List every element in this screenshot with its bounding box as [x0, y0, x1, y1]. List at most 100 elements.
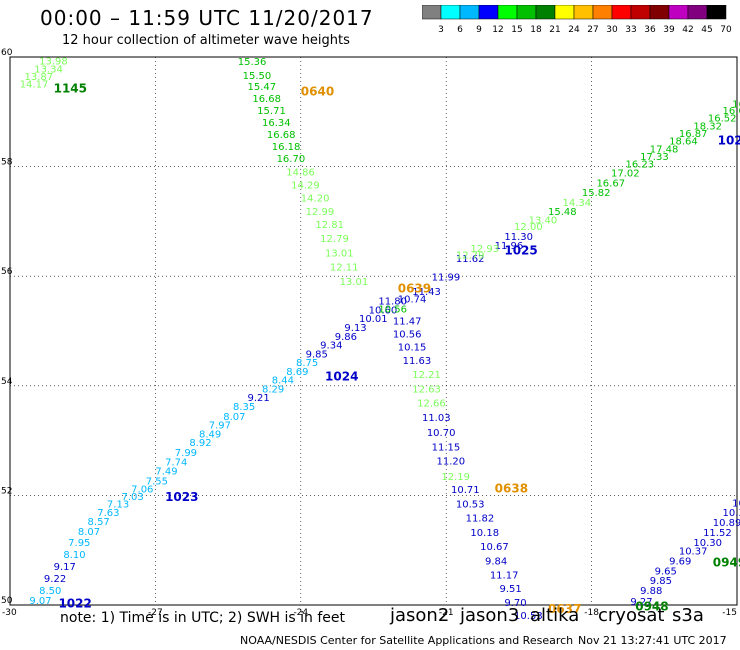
wave-height-value: 15.48 — [548, 207, 577, 218]
wave-height-value: 7.74 — [165, 457, 187, 468]
wave-height-value: 15.47 — [247, 82, 276, 93]
wave-height-value: 16.26 — [732, 99, 740, 110]
wave-height-value: 16.52 — [708, 114, 737, 125]
wave-height-value: 15.82 — [582, 188, 611, 199]
wave-height-value: 12.66 — [417, 399, 446, 410]
lat-tick-label: 50 — [1, 596, 13, 606]
wave-height-value: 8.35 — [233, 402, 255, 413]
wave-height-value: 8.75 — [296, 358, 318, 369]
pass-time-label: 0637 — [548, 602, 581, 616]
wave-height-value: 11.63 — [403, 356, 432, 367]
wave-height-value: 9.70 — [504, 598, 526, 609]
wave-height-value: 7.97 — [209, 421, 231, 432]
wave-height-value: 8.10 — [63, 550, 85, 561]
wave-height-value: 12.00 — [514, 222, 543, 233]
wave-height-value: 8.07 — [78, 527, 100, 538]
wave-height-value: 7.99 — [175, 448, 197, 459]
wave-height-value: 16.68 — [252, 94, 281, 105]
wave-height-value: 14.20 — [301, 194, 330, 205]
scale-label: 42 — [682, 25, 693, 35]
wave-height-value: 12.81 — [315, 220, 344, 231]
wave-height-value: 8.07 — [223, 412, 245, 423]
wave-height-value: 12.99 — [306, 207, 335, 218]
pass-time-label: 0948 — [635, 599, 668, 613]
wave-height-value: 16.70 — [277, 154, 306, 165]
scale-label: 39 — [663, 25, 675, 35]
track-layer: 9.078.509.229.178.107.958.078.577.637.13… — [20, 57, 740, 623]
lat-tick-label: 52 — [1, 486, 12, 496]
wave-height-value: 11.15 — [432, 442, 461, 453]
pass-time-label: 0639 — [398, 282, 431, 296]
wave-height-value: 11.43 — [412, 287, 441, 298]
lon-tick-label: -18 — [584, 608, 599, 618]
wave-height-value: 7.06 — [131, 485, 153, 496]
wave-height-value: 7.03 — [121, 492, 143, 503]
wave-height-value: 8.69 — [286, 367, 308, 378]
wave-height-value: 15.50 — [243, 71, 272, 82]
wave-height-value: 18.32 — [693, 121, 722, 132]
lon-tick-label: -27 — [148, 608, 163, 618]
pass-time-label: 0640 — [301, 84, 334, 98]
wave-height-value: 16.34 — [262, 118, 291, 129]
wave-height-value: 11.17 — [490, 571, 519, 582]
lon-tick-label: -21 — [439, 608, 454, 618]
wave-height-value: 11.30 — [504, 232, 533, 243]
wave-height-value: 13.01 — [340, 277, 369, 288]
wave-height-value: 10.15 — [398, 343, 427, 354]
wave-height-value: 8.49 — [199, 429, 221, 440]
wave-height-value: 10.53 — [456, 499, 485, 510]
wave-height-value: 10.53 — [514, 611, 543, 622]
scale-label: 9 — [476, 25, 482, 35]
wave-height-value: 10.35 — [722, 508, 740, 519]
wave-height-value: 11.96 — [495, 241, 524, 252]
wave-height-value: 8.50 — [39, 586, 61, 597]
wave-height-value: 16.87 — [679, 129, 708, 140]
wave-height-value: 17.48 — [650, 144, 679, 155]
wave-height-value: 8.92 — [189, 438, 211, 449]
wave-height-value: 8.29 — [262, 384, 284, 395]
wave-height-value: 17.33 — [640, 152, 669, 163]
wave-height-value: 15.71 — [257, 106, 286, 117]
wave-height-value: 10.18 — [470, 528, 499, 539]
wave-height-value: 13.01 — [325, 248, 354, 259]
wave-height-value: 11.52 — [703, 528, 732, 539]
legend-altika: altika — [530, 605, 580, 626]
wave-height-value: 14.29 — [291, 181, 320, 192]
wave-height-value: 9.22 — [44, 574, 66, 585]
wave-height-value: 10.74 — [398, 295, 427, 306]
scale-label: 15 — [511, 25, 522, 35]
wave-height-value: 9.85 — [306, 349, 328, 360]
scale-label: 12 — [492, 25, 503, 35]
wave-height-value: 13.34 — [34, 64, 63, 75]
map-subtitle: 12 hour collection of altimeter wave hei… — [62, 33, 350, 48]
pass-time-label: 1025 — [504, 243, 537, 257]
scale-label: 21 — [549, 25, 560, 35]
wave-height-value: 9.51 — [500, 584, 522, 595]
wave-height-value: 9.84 — [485, 556, 507, 567]
wave-height-value: 10.30 — [693, 538, 722, 549]
wave-height-value: 7.63 — [97, 508, 119, 519]
footnote: note: 1) Time is in UTC; 2) SWH is in fe… — [60, 610, 346, 626]
lat-tick-label: 58 — [1, 158, 13, 168]
wave-height-value: 10.56 — [378, 304, 407, 315]
scale-label: 6 — [457, 25, 463, 35]
wave-height-value: 9.27 — [630, 597, 652, 608]
wave-height-value: 10.67 — [480, 542, 509, 553]
wave-height-value: 13.87 — [25, 72, 54, 83]
pass-time-label: 1145 — [54, 82, 87, 96]
wave-height-value: 12.79 — [456, 251, 485, 262]
wave-height-value: 10.89 — [713, 518, 740, 529]
wave-height-value: 12.11 — [330, 263, 359, 274]
pass-time-label: 0949 — [713, 556, 740, 570]
legend-jason3: jason3 — [460, 605, 520, 626]
wave-height-value: 7.49 — [155, 467, 177, 478]
wave-height-value: 9.17 — [54, 562, 76, 573]
wave-height-value: 9.85 — [650, 576, 672, 587]
wave-height-value: 10.71 — [451, 485, 480, 496]
wave-height-value: 11.82 — [466, 514, 495, 525]
scale-label: 30 — [606, 25, 618, 35]
wave-height-value: 12.93 — [470, 244, 499, 255]
wave-height-value: 18.64 — [669, 137, 698, 148]
